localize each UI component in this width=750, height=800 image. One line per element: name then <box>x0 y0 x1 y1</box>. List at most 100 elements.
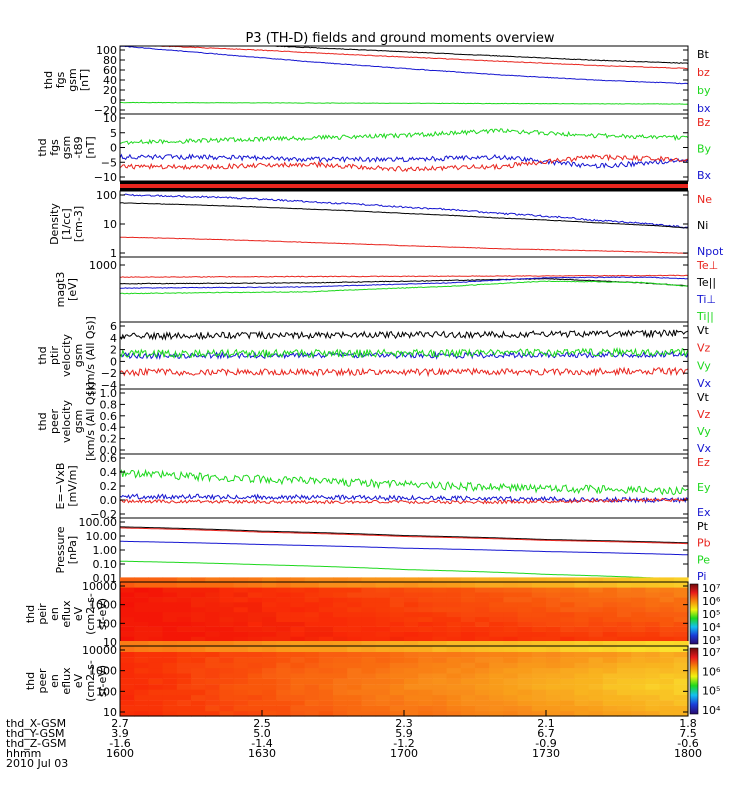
heatmap-cell <box>432 678 448 685</box>
heatmap-cell <box>517 689 533 696</box>
heatmap-cell <box>588 621 604 627</box>
footer-value: 2.3 <box>395 717 413 730</box>
y-tick-label: 20 <box>103 84 117 97</box>
heatmap-cell <box>120 602 135 608</box>
heatmap-cell <box>120 689 135 696</box>
heatmap-cell <box>489 694 504 701</box>
heatmap-cell <box>191 626 206 632</box>
heatmap-cell <box>176 592 192 598</box>
heatmap-cell <box>560 662 575 669</box>
heatmap-cell <box>602 684 618 690</box>
heatmap-cell <box>574 678 590 685</box>
heatmap-cell <box>602 577 618 583</box>
legend-entry: Bt <box>697 48 710 61</box>
y-axis-label: gsm <box>66 68 79 91</box>
heatmap-cell <box>560 621 575 627</box>
heatmap-cell <box>148 711 164 717</box>
heatmap-cell <box>290 602 306 608</box>
heatmap-cell <box>418 657 433 663</box>
heatmap-cell <box>262 602 277 608</box>
heatmap-cell <box>404 711 419 717</box>
heatmap-cell <box>290 705 306 712</box>
heatmap-cell <box>262 657 277 663</box>
heatmap-cell <box>375 587 391 593</box>
y-tick-label: 0 <box>110 355 117 368</box>
heatmap-cell <box>631 694 646 701</box>
heatmap-cell <box>162 651 178 658</box>
heatmap-cell <box>318 616 334 622</box>
heatmap-cell <box>120 626 135 632</box>
heatmap-cell <box>446 662 462 669</box>
y-tick-label: 5 <box>110 127 117 140</box>
heatmap-cell <box>389 662 405 669</box>
heatmap-cell <box>247 582 263 588</box>
heatmap-cell <box>617 602 632 608</box>
heatmap-cell <box>333 694 348 701</box>
heatmap-cell <box>602 607 618 613</box>
heatmap-cell <box>673 577 689 583</box>
panel-2: 10 5 0−5 −10 thd fgs gsm -t89 [nT] Bz By Bx <box>36 112 712 184</box>
heatmap-cell <box>489 631 504 637</box>
heatmap-cell <box>446 636 462 642</box>
heatmap-cell <box>588 700 604 706</box>
heatmap-cell <box>290 694 306 701</box>
heatmap-cell <box>176 646 192 652</box>
heatmap-cell <box>673 597 689 603</box>
heatmap-cell <box>631 597 646 603</box>
heatmap-cell <box>546 577 561 583</box>
heatmap-cell <box>120 607 135 613</box>
heatmap-cell <box>631 684 646 690</box>
heatmap-cell <box>304 621 320 627</box>
heatmap-cell <box>162 631 178 637</box>
heatmap-cell <box>347 582 362 588</box>
heatmap-cell <box>219 587 235 593</box>
heatmap-cell <box>631 621 646 627</box>
heatmap-cell <box>673 626 689 632</box>
heatmap-cell <box>134 631 149 637</box>
heatmap-cell <box>617 597 632 603</box>
heatmap-cell <box>205 626 220 632</box>
y-tick-label: 0.10 <box>93 558 118 571</box>
series-line-ti <box>119 280 689 295</box>
heatmap-cell <box>602 587 618 593</box>
panel-10: 10⁷ 10⁶ 10⁵ 10⁴ 10000 1000 100 10 thd peer en eflux… <box>24 641 721 719</box>
series-line-ne <box>120 236 689 254</box>
heatmap-cell <box>517 597 533 603</box>
heatmap-cell <box>389 705 405 712</box>
heatmap-cell <box>148 700 164 706</box>
heatmap-cell <box>617 662 632 669</box>
heatmap-cell <box>162 621 178 627</box>
heatmap-cell <box>546 694 561 701</box>
heatmap-cell <box>432 626 448 632</box>
heatmap-cell <box>290 582 306 588</box>
heatmap-cell <box>588 667 604 674</box>
heatmap-cell <box>489 662 504 669</box>
heatmap-cell <box>517 607 533 613</box>
heatmap-cell <box>361 700 377 706</box>
heatmap-cell <box>446 705 462 712</box>
heatmap-cell <box>134 673 149 679</box>
heatmap-cell <box>247 631 263 637</box>
heatmap-cell <box>489 602 504 608</box>
heatmap-cell <box>503 587 519 593</box>
heatmap-cell <box>574 700 590 706</box>
heatmap-cell <box>191 705 206 712</box>
y-axis-label: eflux <box>60 667 73 695</box>
heatmap-cell <box>120 700 135 706</box>
heatmap-cell <box>290 641 306 647</box>
heatmap-cell <box>247 602 263 608</box>
heatmap-cell <box>148 678 164 685</box>
heatmap-cell <box>361 636 377 642</box>
heatmap-cell <box>418 587 433 593</box>
heatmap-cell <box>446 673 462 679</box>
heatmap-cell <box>673 689 689 696</box>
heatmap-cell <box>560 592 575 598</box>
heatmap-cell <box>645 657 661 663</box>
heatmap-cell <box>489 577 504 583</box>
footer-value: 5.0 <box>253 727 271 740</box>
heatmap-cell <box>262 582 277 588</box>
heatmap-cell <box>162 673 178 679</box>
heatmap-cell <box>432 621 448 627</box>
heatmap-cell <box>574 651 590 658</box>
heatmap-cell <box>503 592 519 598</box>
